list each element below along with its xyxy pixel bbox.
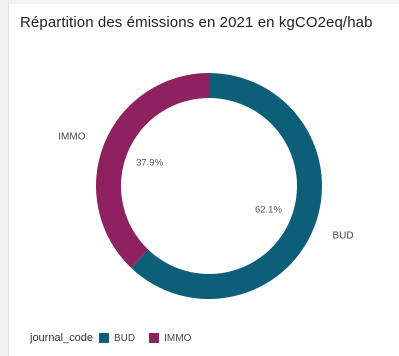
legend-title: journal_code [30, 332, 93, 344]
legend-swatch-immo [149, 333, 160, 343]
slice-category-bud: BUD [333, 230, 354, 241]
slice-bud[interactable] [131, 73, 322, 299]
legend-item-bud[interactable]: BUD [99, 333, 135, 344]
slice-percent-immo: 37.9% [136, 157, 163, 168]
left-border [0, 0, 9, 356]
legend-label-immo: IMMO [164, 332, 192, 344]
donut-chart: 62.1% BUD 37.9% IMMO [58, 72, 354, 299]
slice-percent-bud: 62.1% [255, 205, 282, 216]
legend-swatch-bud [99, 333, 109, 343]
slice-immo[interactable] [95, 72, 209, 268]
legend-label-bud: BUD [114, 332, 136, 344]
chart-title: Répartition des émissions en 2021 en kgC… [20, 14, 373, 31]
slice-category-immo: IMMO [58, 132, 85, 143]
legend-item-immo[interactable]: IMMO [149, 333, 191, 344]
top-border [0, 0, 399, 4]
legend: journal_code BUD IMMO [30, 330, 205, 346]
